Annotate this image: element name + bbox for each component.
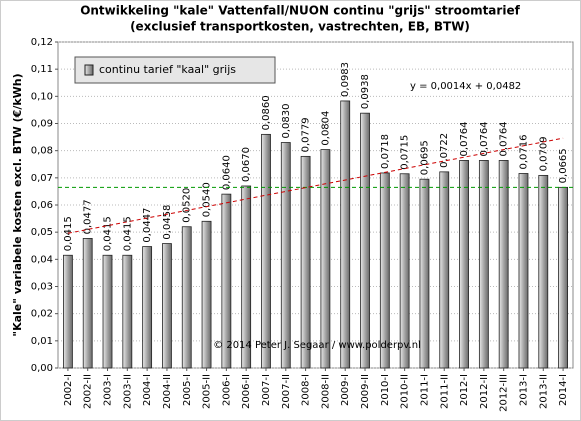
y-tick-label: 0,00: [31, 363, 53, 374]
x-tick-label: 2012-I: [459, 374, 470, 406]
value-label: 0,0415: [63, 216, 74, 251]
value-label: 0,0458: [162, 205, 173, 240]
x-tick-label: 2005-II: [202, 374, 213, 409]
bar: [399, 173, 410, 369]
y-tick-label: 0,04: [31, 254, 53, 265]
value-label: 0,0665: [558, 148, 569, 183]
y-tick-label: 0,05: [31, 227, 53, 238]
value-label: 0,0938: [360, 74, 371, 109]
bar: [518, 173, 529, 369]
y-tick-label: 0,03: [31, 282, 53, 293]
chart-title: Ontwikkeling "kale" Vattenfall/NUON cont…: [80, 4, 520, 18]
value-label: 0,0983: [340, 62, 351, 97]
x-tick-label: 2004-II: [162, 374, 173, 409]
x-tick-label: 2007-II: [281, 374, 292, 409]
y-tick-label: 0,12: [31, 37, 53, 48]
y-tick-label: 0,06: [31, 200, 53, 211]
x-tick-label: 2006-II: [241, 374, 252, 409]
x-tick-label: 2007-I: [261, 374, 272, 406]
value-label: 0,0715: [400, 135, 411, 170]
bar: [63, 254, 73, 369]
value-label: 0,0764: [459, 121, 470, 156]
x-tick-label: 2010-II: [400, 374, 411, 409]
x-tick-label: 2002-I: [63, 374, 74, 406]
bar: [102, 254, 113, 369]
value-label: 0,0709: [538, 136, 549, 171]
value-label: 0,0718: [380, 134, 391, 169]
bar: [538, 174, 549, 369]
bar: [558, 186, 568, 369]
x-tick-label: 2008-I: [301, 374, 312, 406]
value-label: 0,0540: [202, 182, 213, 217]
legend-swatch: [84, 64, 94, 76]
legend-label: continu tarief "kaal" grijs: [99, 63, 236, 76]
x-tick-label: 2005-I: [182, 374, 193, 406]
bar: [459, 160, 469, 369]
x-tick-label: 2014-I: [558, 374, 569, 406]
value-label: 0,0764: [479, 121, 490, 156]
value-label: 0,0640: [221, 155, 232, 190]
trendline: [67, 137, 564, 234]
value-label: 0,0716: [518, 134, 529, 169]
value-label: 0,0695: [419, 140, 430, 175]
bar: [360, 112, 370, 369]
legend-box: [74, 56, 276, 84]
x-tick-label: 2003-I: [103, 374, 114, 406]
bar: [181, 226, 192, 369]
bar: [201, 220, 212, 369]
x-tick-label: 2006-I: [221, 374, 232, 406]
chart-subtitle: (exclusief transportkosten, vastrechten,…: [130, 20, 470, 34]
value-label: 0,0415: [103, 216, 114, 251]
value-label: 0,0830: [281, 104, 292, 139]
y-axis-label: "Kale" variabele kosten excl. BTW (€/kWh…: [11, 73, 24, 336]
x-tick-label: 2012-II: [479, 374, 490, 409]
bar: [340, 100, 351, 369]
x-tick-label: 2008-II: [320, 374, 331, 409]
value-label: 0,0722: [439, 133, 450, 168]
bar: [82, 238, 93, 369]
x-tick-label: 2009-I: [340, 374, 351, 406]
x-tick-label: 2011-I: [419, 374, 430, 406]
bar: [498, 160, 509, 369]
value-label: 0,0779: [301, 117, 312, 152]
y-tick-label: 0,01: [31, 336, 53, 347]
value-label: 0,0520: [182, 188, 193, 223]
x-tick-label: 2011-II: [439, 374, 450, 409]
value-label: 0,0804: [320, 111, 331, 146]
bar: [142, 246, 153, 369]
x-tick-label: 2002-II: [83, 374, 94, 409]
value-label: 0,0764: [499, 121, 510, 156]
x-tick-label: 2010-I: [380, 374, 391, 406]
x-tick-label: 2003-II: [122, 374, 133, 409]
bar: [320, 149, 331, 369]
bar: [379, 172, 390, 369]
y-tick-label: 0,10: [31, 91, 53, 102]
bar: [439, 171, 450, 369]
x-tick-label: 2009-II: [360, 374, 371, 409]
value-label: 0,0415: [122, 216, 133, 251]
y-tick-label: 0,09: [31, 119, 53, 130]
y-tick-label: 0,02: [31, 309, 53, 320]
x-tick-label: 2013-II: [538, 374, 549, 409]
value-label: 0,0860: [261, 95, 272, 130]
value-label: 0,0477: [83, 199, 94, 234]
bar: [261, 133, 271, 369]
x-tick-label: 2013-I: [518, 374, 529, 406]
bar: [162, 243, 172, 369]
value-label: 0,0670: [241, 147, 252, 182]
trendline-label: y = 0,0014x + 0,0482: [410, 81, 521, 92]
bar: [478, 160, 489, 369]
y-tick-label: 0,08: [31, 146, 53, 157]
bar: [280, 142, 291, 369]
value-label: 0,0447: [142, 208, 153, 243]
bar: [419, 178, 430, 369]
y-tick-label: 0,07: [31, 173, 53, 184]
bar: [122, 254, 133, 369]
annotation: © 2014 Peter J. Segaar / www.polderpv.nl: [213, 340, 421, 351]
x-tick-label: 2012-III: [499, 374, 510, 412]
y-tick-label: 0,11: [31, 64, 53, 75]
x-tick-label: 2004-I: [142, 374, 153, 406]
